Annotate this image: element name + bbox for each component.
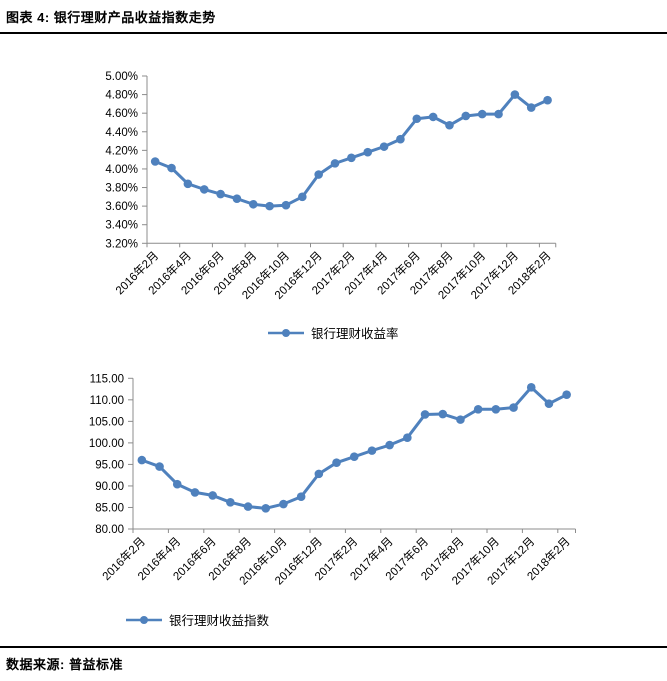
data-point <box>412 114 422 124</box>
yield-rate-chart-canvas: 3.20% 3.40% 3.60% 3.80% 4.00% 4.20% 4.40% 4.60%… <box>105 71 557 302</box>
y-tick-label: 110.00 <box>90 395 124 407</box>
y-tick-label: 4.80% <box>105 90 138 102</box>
data-point <box>526 383 536 392</box>
data-point <box>190 488 200 497</box>
yield-rate-legend: 银行理财收益率 <box>268 323 399 342</box>
data-point <box>367 446 377 455</box>
yield-rate-chart: 3.20% 3.40% 3.60% 3.80% 4.00% 4.20% 4.40% 4.60%… <box>0 55 667 315</box>
y-tick-label: 4.60% <box>105 108 138 120</box>
y-tick-label: 4.40% <box>105 127 138 139</box>
line-marker-icon <box>268 328 304 337</box>
data-point <box>314 170 323 179</box>
y-tick-label: 4.00% <box>105 164 138 176</box>
y-tick-label: 100.00 <box>89 438 124 450</box>
y-tick-label: 80.00 <box>95 524 124 536</box>
data-point <box>265 201 274 211</box>
data-point <box>562 390 571 399</box>
data-point <box>183 179 193 189</box>
y-tick-label: 3.60% <box>105 201 138 213</box>
data-point <box>261 504 271 513</box>
y-tick-label: 90.00 <box>95 481 124 493</box>
data-point <box>137 455 147 465</box>
page-title: 图表 4: 银行理财产品收益指数走势 <box>6 10 216 25</box>
data-point <box>396 134 405 144</box>
line-marker-icon <box>126 615 162 624</box>
data-point <box>167 163 176 173</box>
data-point <box>379 142 389 151</box>
yield-index-legend-label: 银行理财收益指数 <box>169 614 270 628</box>
series-line <box>140 385 569 510</box>
data-point <box>491 405 501 414</box>
data-point <box>172 479 182 489</box>
data-point <box>403 433 412 443</box>
data-point <box>526 103 536 112</box>
data-point <box>349 452 359 461</box>
footer-divider-line <box>0 646 667 648</box>
title-divider-line <box>0 32 667 34</box>
data-point <box>544 399 554 409</box>
data-point <box>420 410 430 419</box>
data-point <box>445 120 454 130</box>
data-point <box>298 192 307 202</box>
y-tick-label: 3.80% <box>105 183 138 195</box>
data-point <box>243 502 253 511</box>
data-source-name: 普益标准 <box>68 657 123 672</box>
y-tick-label: 3.40% <box>105 220 138 232</box>
series-line <box>153 93 550 208</box>
data-point <box>438 409 448 419</box>
data-point <box>216 189 225 199</box>
data-point <box>385 440 394 450</box>
y-tick-label: 95.00 <box>95 459 124 471</box>
data-point <box>332 458 341 467</box>
data-point <box>363 147 373 157</box>
data-point <box>509 403 518 412</box>
data-source: 数据来源: 普益标准 <box>6 654 123 673</box>
data-point <box>208 491 217 500</box>
y-tick-label: 3.20% <box>105 238 138 250</box>
y-tick-label: 115.00 <box>90 373 124 385</box>
data-point <box>296 492 306 502</box>
data-point <box>510 90 520 99</box>
data-point <box>347 153 356 163</box>
data-point <box>456 415 465 424</box>
y-tick-label: 5.00% <box>105 71 138 83</box>
data-point <box>232 194 242 203</box>
data-point <box>477 109 487 119</box>
yield-rate-legend-label: 银行理财收益率 <box>311 327 399 341</box>
data-point <box>199 185 209 194</box>
data-point <box>461 111 471 121</box>
yield-index-chart-canvas: 80.00 85.00 90.00 95.00 100.00 105.00 110.00 11… <box>89 373 576 588</box>
data-point <box>314 469 324 479</box>
data-point <box>279 499 288 509</box>
data-point <box>150 157 160 166</box>
data-point <box>155 462 164 471</box>
y-tick-label: 4.20% <box>105 145 138 157</box>
data-point <box>473 405 483 414</box>
yield-index-legend: 银行理财收益指数 <box>126 610 269 629</box>
y-tick-label: 85.00 <box>95 502 124 514</box>
data-point <box>494 109 503 119</box>
data-point <box>248 199 258 209</box>
y-tick-label: 105.00 <box>89 416 124 428</box>
yield-index-chart: 80.00 85.00 90.00 95.00 100.00 105.00 110.00 11… <box>0 360 667 605</box>
data-point <box>543 95 552 105</box>
data-point <box>281 200 291 210</box>
data-point <box>428 112 438 122</box>
data-point <box>330 159 340 168</box>
data-source-label: 数据来源: <box>6 657 65 672</box>
data-point <box>226 498 235 507</box>
